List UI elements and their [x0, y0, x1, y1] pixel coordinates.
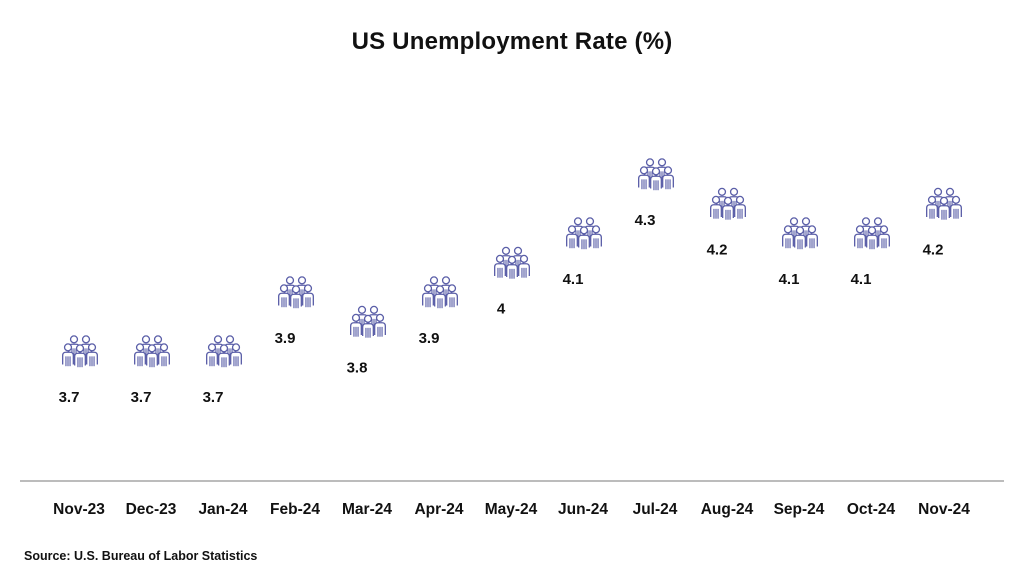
chart-title: US Unemployment Rate (%)	[351, 28, 673, 55]
data-label: 3.9	[419, 330, 440, 347]
people-group-icon	[62, 335, 98, 368]
people-group-icon	[278, 276, 314, 309]
x-tick-label: Oct-24	[847, 501, 896, 518]
x-tick-label: Sep-24	[774, 501, 825, 518]
people-group-icon	[710, 187, 746, 221]
people-group-icon	[134, 335, 170, 368]
data-label: 3.9	[275, 330, 296, 347]
x-tick-label: Jul-24	[633, 501, 678, 518]
x-tick-label: Nov-23	[53, 501, 105, 518]
source-note: Source: U.S. Bureau of Labor Statistics	[24, 549, 258, 563]
data-label: 3.8	[347, 360, 368, 377]
x-tick-label: Jan-24	[198, 501, 247, 518]
people-group-icon	[926, 187, 962, 221]
people-group-icon	[854, 217, 890, 250]
data-label: 4.2	[707, 242, 728, 259]
x-tick-label: Jun-24	[558, 501, 608, 518]
x-tick-label: Mar-24	[342, 501, 392, 518]
data-label: 4.2	[923, 242, 944, 259]
people-group-icon	[782, 217, 818, 250]
x-tick-label: Feb-24	[270, 501, 320, 518]
people-group-icon	[206, 335, 242, 368]
people-group-icon	[494, 246, 530, 280]
x-tick-label: Aug-24	[701, 501, 754, 518]
people-group-icon	[350, 305, 386, 339]
x-tick-label: Dec-23	[126, 501, 177, 518]
x-tick-label: Apr-24	[414, 501, 463, 518]
data-label: 4.3	[635, 212, 656, 229]
people-group-icon	[566, 217, 602, 250]
data-label: 4.1	[563, 271, 584, 288]
data-label: 4.1	[851, 271, 872, 288]
data-label: 4.1	[779, 271, 800, 288]
x-tick-label: May-24	[485, 501, 538, 518]
data-label: 4	[497, 301, 506, 318]
data-label: 3.7	[59, 389, 80, 406]
x-tick-label: Nov-24	[918, 501, 970, 518]
data-label: 3.7	[203, 389, 224, 406]
people-group-icon	[422, 276, 458, 309]
people-group-icon	[638, 158, 674, 191]
data-label: 3.7	[131, 389, 152, 406]
